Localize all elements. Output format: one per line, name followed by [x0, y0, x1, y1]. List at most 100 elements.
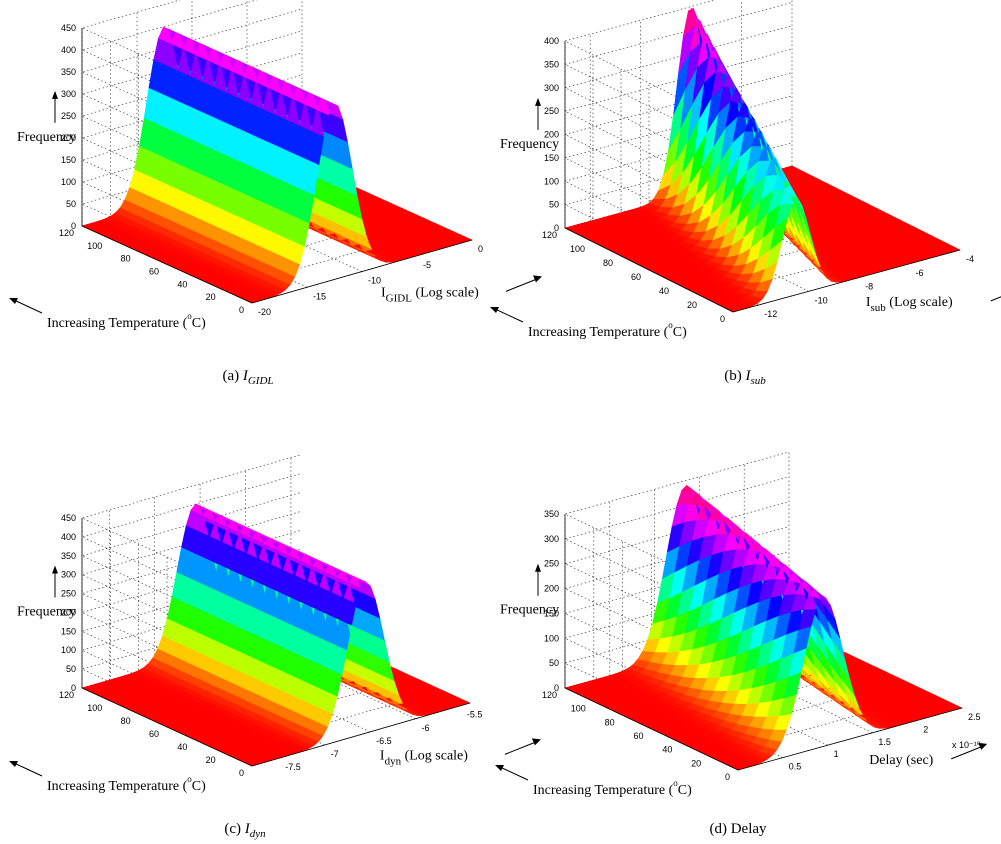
x-axis-arrowhead [531, 738, 541, 746]
x-tick-label: -6 [916, 268, 924, 278]
panel-c: 0 50 100 150 200 250 300 350 400 450 0 20 40 60 80 100 1… [9, 454, 541, 840]
z-tick-label: 300 [544, 534, 559, 544]
x-axis-multiplier: x 10⁻¹⁰ [952, 740, 981, 750]
x-tick-label: -10 [815, 295, 828, 305]
x-axis-label: IGIDL (Log scale) [381, 285, 479, 304]
y-tick-label: 60 [149, 267, 159, 277]
x-tick-label: -6.5 [376, 736, 392, 746]
z-tick-label: 0 [554, 223, 559, 233]
z-tick-label: 100 [544, 176, 559, 186]
panel-caption: (b) Isub [724, 368, 766, 387]
x-tick-label: 1.5 [878, 737, 891, 747]
x-tick-label: -5 [423, 260, 431, 270]
z-tick-label: 200 [61, 133, 76, 143]
x-tick-label: 2 [923, 724, 928, 734]
z-axis-arrowhead [535, 97, 541, 106]
y-tick-label: 20 [206, 755, 216, 765]
temperature-arrowhead [9, 298, 18, 304]
x-tick-label: -10 [368, 276, 381, 286]
x-tick-label: 1 [834, 749, 839, 759]
y-tick-label: 80 [605, 717, 615, 727]
y-tick-label: 100 [87, 703, 102, 713]
y-tick-label: 80 [121, 716, 131, 726]
z-axis-arrowhead [52, 565, 58, 574]
z-axis-label: Frequency [17, 130, 76, 145]
x-tick-label: -4 [966, 254, 974, 264]
z-tick-label: 300 [544, 83, 559, 93]
temperature-axis-label: Increasing Temperature (oC) [528, 320, 687, 340]
z-tick-label: 0 [71, 221, 76, 231]
z-tick-label: 400 [544, 36, 559, 46]
y-tick-label: 40 [177, 742, 187, 752]
z-axis-arrowhead [535, 563, 541, 572]
x-tick-label: 2.5 [968, 712, 981, 722]
z-tick-label: 250 [61, 589, 76, 599]
temperature-axis-label: Increasing Temperature (oC) [47, 774, 206, 794]
panel-caption: (c) Idyn [224, 821, 266, 840]
x-axis-arrow [990, 296, 1001, 302]
y-tick-label: 0 [239, 768, 244, 778]
panel-caption: (a) IGIDL [222, 368, 273, 387]
z-tick-label: 150 [61, 626, 76, 636]
x-tick-label: -6 [422, 723, 430, 733]
z-tick-label: 50 [549, 658, 559, 668]
y-tick-label: 120 [542, 230, 557, 240]
y-tick-label: 60 [149, 729, 159, 739]
z-tick-label: 50 [66, 664, 76, 674]
z-tick-label: 100 [61, 177, 76, 187]
x-tick-label: -7 [331, 749, 339, 759]
z-tick-label: 100 [544, 633, 559, 643]
surface [564, 485, 963, 771]
z-tick-label: 250 [544, 106, 559, 116]
z-axis-label: Frequency [500, 603, 559, 618]
y-tick-label: 0 [725, 772, 730, 782]
z-tick-label: 150 [61, 155, 76, 165]
z-tick-label: 400 [61, 45, 76, 55]
z-tick-label: 250 [61, 111, 76, 121]
z-tick-label: 300 [61, 570, 76, 580]
z-tick-label: 350 [61, 67, 76, 77]
z-tick-label: 0 [554, 683, 559, 693]
axes [81, 28, 473, 304]
z-tick-label: 450 [61, 23, 76, 33]
panel-caption: (d) Delay [709, 821, 767, 837]
z-tick-label: 300 [61, 89, 76, 99]
axes [564, 514, 963, 771]
x-tick-label: 0 [478, 244, 483, 254]
x-tick-label: -5.5 [467, 710, 483, 720]
z-tick-label: 50 [549, 200, 559, 210]
x-axis-arrow [951, 746, 982, 760]
z-tick-label: 0 [71, 683, 76, 693]
y-tick-label: 120 [59, 228, 74, 238]
surface [81, 503, 471, 767]
x-axis-label: Idyn (Log scale) [380, 748, 468, 767]
temperature-axis-label: Increasing Temperature (oC) [47, 311, 206, 331]
temperature-arrow [13, 762, 43, 777]
x-tick-label: -20 [258, 307, 271, 317]
x-tick-label: 0.5 [789, 762, 802, 772]
z-tick-label: 400 [61, 532, 76, 542]
y-tick-label: 100 [87, 241, 102, 251]
x-axis-arrowhead [978, 742, 988, 750]
y-tick-label: 60 [631, 272, 641, 282]
z-axis-label: Frequency [500, 137, 559, 152]
temperature-arrow [494, 308, 524, 323]
z-tick-label: 200 [61, 607, 76, 617]
temperature-arrowhead [490, 307, 499, 313]
panel-a: 0 50 100 150 200 250 300 350 400 450 0 20 40 60 80 100 1… [9, 0, 542, 387]
y-tick-label: 120 [59, 690, 74, 700]
temperature-axis-label: Increasing Temperature (oC) [533, 778, 692, 798]
z-tick-label: 250 [544, 559, 559, 569]
panel-b: 0 50 100 150 200 250 300 350 400 0 20 40 60 80 100 120 -… [490, 0, 1001, 387]
z-tick-label: 350 [544, 59, 559, 69]
temperature-arrowhead [495, 765, 504, 771]
z-tick-label: 200 [544, 130, 559, 140]
y-tick-label: 0 [239, 305, 244, 315]
y-tick-label: 20 [691, 758, 701, 768]
x-axis-label: Isub (Log scale) [866, 295, 953, 314]
z-tick-label: 150 [544, 153, 559, 163]
y-tick-label: 120 [542, 690, 557, 700]
y-tick-label: 100 [570, 244, 585, 254]
y-tick-label: 80 [121, 254, 131, 264]
